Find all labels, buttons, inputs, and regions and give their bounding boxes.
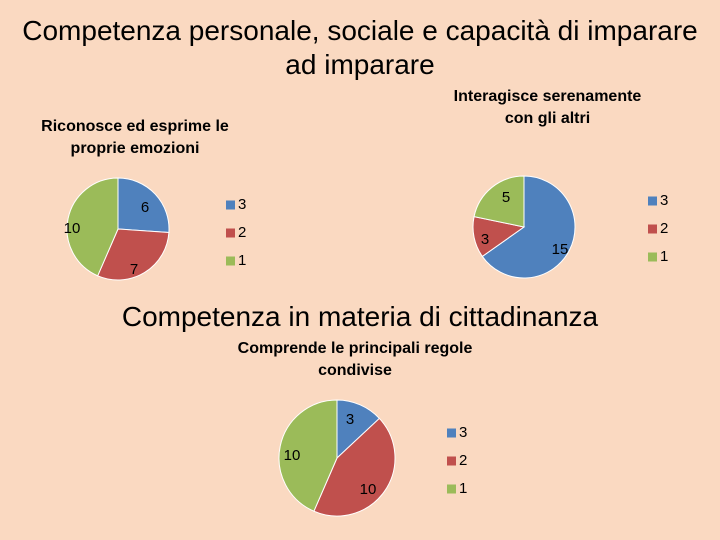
- chart2-legend-swatch-2: [648, 224, 657, 234]
- chart3-legend-label-2: 2: [459, 452, 467, 469]
- slide-title: Competenza personale, sociale e capacità…: [0, 14, 720, 82]
- chart2-slice-1: [473, 175, 525, 228]
- chart3-legend-swatch-3: [447, 428, 456, 438]
- slide-title-line1: Competenza personale, sociale e capacità…: [22, 15, 698, 46]
- chart1-legend-label-1: 1: [238, 252, 246, 269]
- chart3-data-label-3: 3: [346, 411, 354, 428]
- slide-title-line2: ad imparare: [285, 49, 435, 80]
- chart1-data-label-3: 6: [141, 199, 149, 216]
- chart3-slice-2: [313, 417, 396, 517]
- chart2-data-label-1: 5: [502, 189, 510, 206]
- chart3-slice-1: [278, 399, 338, 512]
- chart3-title: Comprende le principali regole condivise: [237, 340, 473, 379]
- chart2-legend-label-3: 3: [660, 192, 668, 209]
- chart1-data-label-2: 7: [130, 261, 138, 278]
- chart1-title: Riconosce ed esprime le proprie emozioni: [41, 118, 229, 157]
- chart1-legend-swatch-1: [226, 256, 235, 266]
- section-title: Competenza in materia di cittadinanza: [121, 301, 599, 332]
- chart2-legend-label-1: 1: [660, 248, 668, 265]
- chart1-slice-1: [66, 177, 119, 277]
- chart2-legend-swatch-3: [648, 196, 657, 206]
- chart3-legend-label-3: 3: [459, 424, 467, 441]
- chart3-legend-swatch-1: [447, 484, 456, 494]
- chart1-slice-2: [97, 228, 170, 281]
- chart1-data-label-1: 10: [64, 220, 81, 237]
- chart2-data-label-2: 3: [481, 231, 489, 248]
- chart3-legend-label-1: 1: [459, 480, 467, 497]
- chart2-legend-swatch-1: [648, 252, 657, 262]
- chart1-legend-label-3: 3: [238, 196, 246, 213]
- chart1-legend-label-2: 2: [238, 224, 246, 241]
- chart2-legend-label-2: 2: [660, 220, 668, 237]
- chart2-title: Interagisce serenamente con gli altri: [453, 88, 642, 127]
- chart1-slice-3: [117, 177, 170, 234]
- chart1-legend-swatch-2: [226, 228, 235, 238]
- chart2-slice-3: [481, 175, 576, 279]
- chart2-data-label-3: 15: [552, 241, 569, 258]
- chart3-data-label-2: 10: [360, 481, 377, 498]
- chart3-legend-swatch-2: [447, 456, 456, 466]
- chart1-legend-swatch-3: [226, 200, 235, 210]
- chart3-data-label-1: 10: [284, 447, 301, 464]
